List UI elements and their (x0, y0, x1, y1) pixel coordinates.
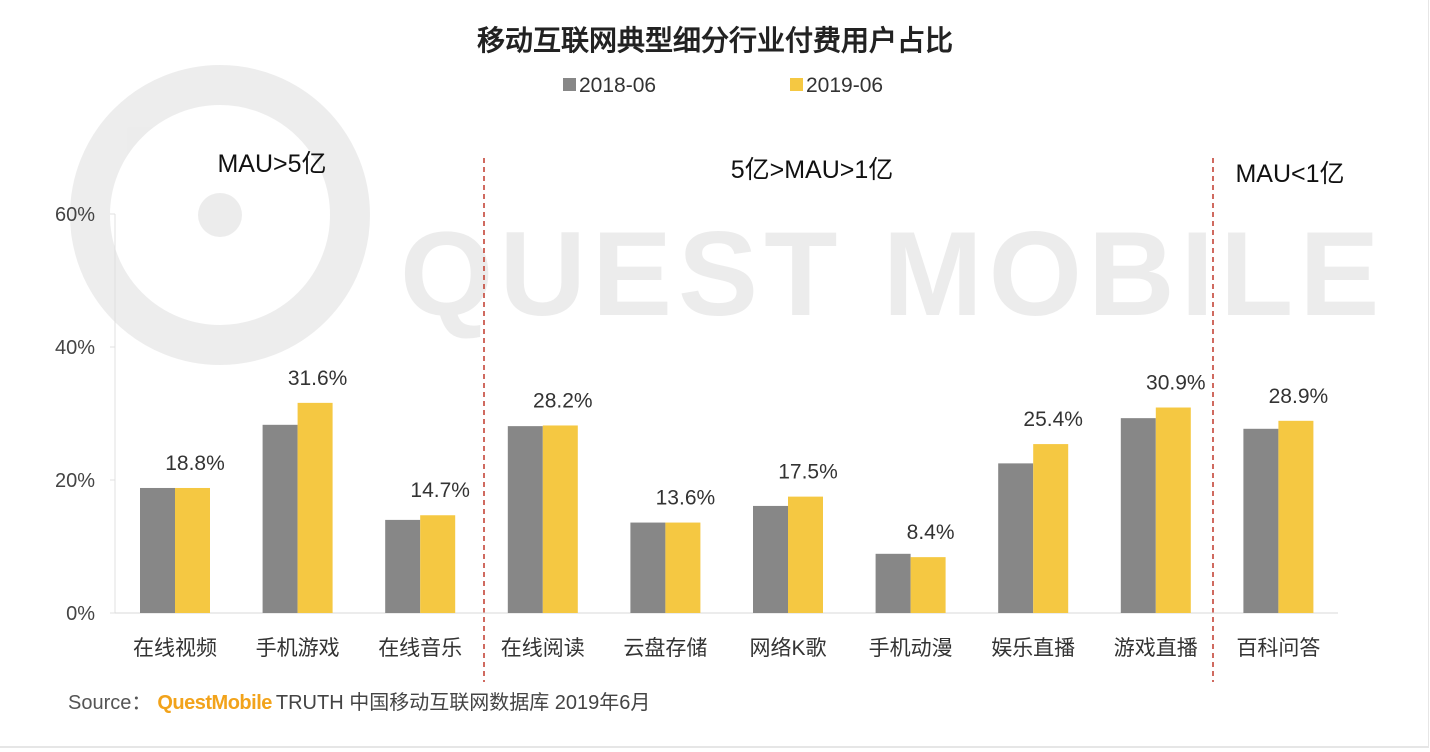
bar-2018-06 (753, 505, 788, 613)
data-label: 14.7% (410, 479, 470, 502)
bar-2019-06 (1278, 420, 1314, 613)
x-tick-label: 云盘存储 (623, 637, 707, 660)
bar-2019-06 (542, 425, 578, 613)
bar-2019-06 (665, 522, 701, 613)
data-label: 28.2% (533, 389, 593, 412)
bar-2019-06 (1033, 444, 1069, 613)
bar-2018-06 (1120, 418, 1156, 613)
group-labels: MAU>5亿 5亿>MAU>1亿 MAU<1亿 (217, 150, 1345, 682)
x-axis-labels: 在线视频 手机游戏 在线音乐 在线阅读 云盘存储 网络K歌 手机动漫 娱乐直播 游戏直播 百科问答 (133, 637, 1320, 660)
bar-2019-06 (1155, 407, 1191, 613)
bar-2018-06 (262, 424, 298, 613)
legend-label: 2018-06 (579, 74, 656, 97)
legend: 2018-06 2019-06 (563, 74, 883, 97)
x-tick-label: 手机动漫 (869, 637, 953, 660)
bar-2018-06 (507, 426, 543, 613)
bar-2018-06 (875, 553, 911, 613)
data-label: 17.5% (778, 461, 838, 484)
data-label: 28.9% (1269, 385, 1329, 408)
source-brand: QuestMobile (157, 692, 272, 714)
watermark: QUEST MOBILE (70, 65, 1385, 365)
y-tick-label: 40% (55, 337, 95, 359)
group-label: 5亿>MAU>1亿 (731, 156, 894, 184)
bar-2018-06 (140, 487, 175, 613)
x-tick-label: 在线视频 (133, 637, 217, 660)
bar-2019-06 (420, 515, 456, 613)
data-label: 18.8% (165, 452, 225, 475)
watermark-logo-dot (198, 193, 242, 237)
bar-2018-06 (630, 522, 666, 613)
source-label: Source： (68, 692, 152, 714)
y-tick-label: 20% (55, 470, 95, 492)
data-label: 8.4% (907, 521, 955, 544)
x-tick-label: 手机游戏 (256, 637, 340, 660)
x-tick-label: 在线音乐 (378, 637, 462, 660)
y-tick-label: 0% (66, 603, 95, 625)
x-tick-label: 百科问答 (1236, 637, 1320, 660)
bar-2019-06 (910, 557, 946, 613)
data-label: 31.6% (288, 367, 348, 390)
bar-2018-06 (1243, 428, 1279, 613)
data-label: 25.4% (1023, 408, 1083, 431)
watermark-text: QUEST MOBILE (400, 207, 1385, 341)
group-label: MAU>5亿 (217, 150, 326, 178)
watermark-logo-icon (70, 65, 370, 365)
legend-swatch (790, 78, 803, 91)
bar-2019-06 (175, 487, 210, 613)
x-tick-label: 娱乐直播 (991, 637, 1075, 660)
bar-2018-06 (998, 463, 1034, 613)
x-tick-label: 网络K歌 (749, 637, 826, 660)
x-tick-label: 在线阅读 (501, 637, 585, 660)
data-label: 13.6% (656, 487, 716, 510)
y-tick-label: 60% (55, 204, 95, 226)
bar-2018-06 (385, 519, 421, 613)
bars: 18.8% 31.6% 14.7% 28.2% 13.6% 17.5% 8.4% 25.4% 3… (140, 367, 1328, 613)
legend-label: 2019-06 (806, 74, 883, 97)
legend-swatch (563, 78, 576, 91)
source-note: Source： QuestMobile TRUTH 中国移动互联网数据库 2019年… (68, 686, 650, 715)
bar-2019-06 (297, 402, 333, 613)
chart-title: 移动互联网典型细分行业付费用户占比 (477, 24, 953, 56)
group-label: MAU<1亿 (1235, 160, 1344, 188)
source-text: TRUTH 中国移动互联网数据库 2019年6月 (275, 692, 651, 714)
x-tick-label: 游戏直播 (1114, 637, 1198, 660)
data-label: 30.9% (1146, 372, 1206, 395)
bar-2019-06 (788, 496, 823, 613)
